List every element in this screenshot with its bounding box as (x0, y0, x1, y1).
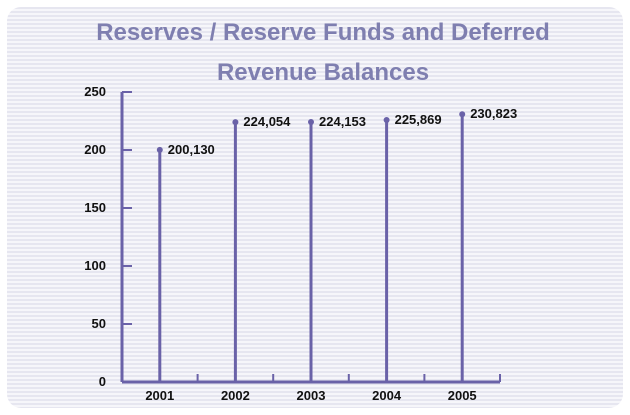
axes: 0 50 100 150 200 250 2001 2002 2003 2004 2005 (84, 84, 501, 403)
y-tick-label: 150 (84, 200, 106, 215)
bar-cap (232, 119, 239, 126)
y-tick-label: 200 (84, 142, 106, 157)
data-label: 230,823 (470, 106, 517, 121)
bar-cap (383, 116, 390, 123)
y-tick-label: 250 (84, 84, 106, 99)
chart-title-line-1: Reserves / Reserve Funds and Deferred (96, 19, 550, 46)
data-label: 200,130 (168, 142, 215, 157)
x-category-label: 2003 (297, 388, 326, 403)
bar-cap (156, 146, 163, 153)
data-label: 224,054 (243, 114, 291, 129)
x-category-label: 2002 (221, 388, 250, 403)
x-category-label: 2004 (372, 388, 402, 403)
y-tick-label: 0 (99, 374, 106, 389)
chart-title-line-2: Revenue Balances (217, 59, 429, 86)
y-tick-label: 100 (84, 258, 106, 273)
bar-cap (308, 118, 314, 125)
x-category-label: 2001 (145, 388, 174, 403)
data-label: 224,153 (319, 114, 366, 129)
data-label: 225,869 (395, 112, 442, 127)
chart-panel (7, 7, 623, 408)
marks: 200,130 224,054 224,153 225,869 230,823 (156, 106, 517, 382)
bar-cap (459, 111, 466, 118)
y-tick-label: 50 (92, 316, 106, 331)
x-category-label: 2005 (448, 388, 477, 403)
